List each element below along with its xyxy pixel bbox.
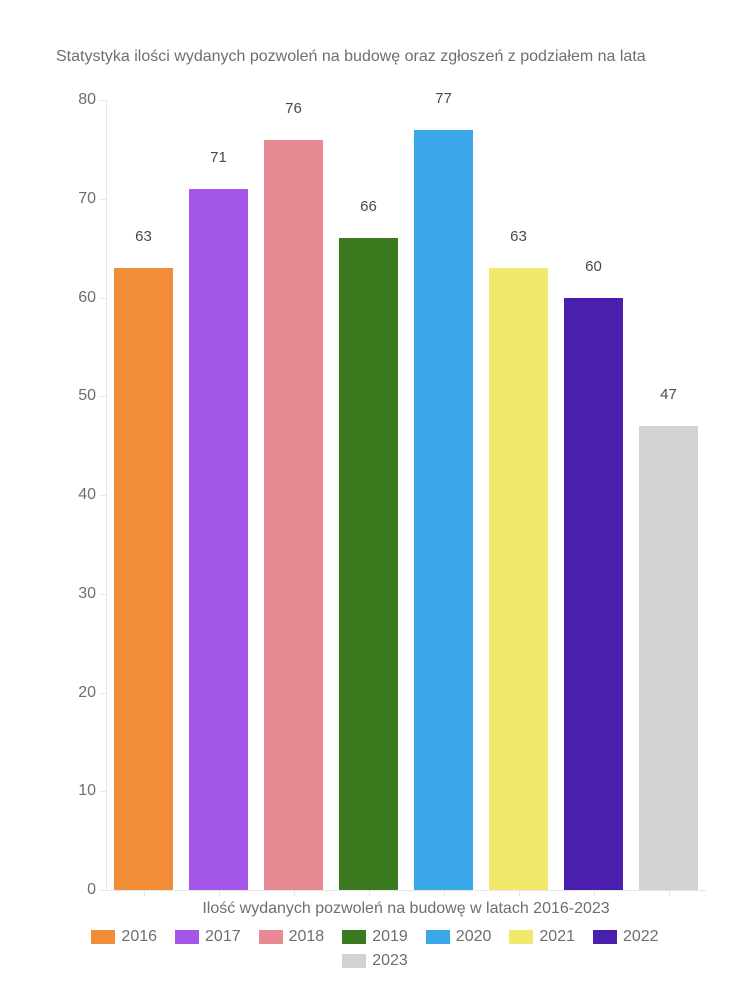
legend-swatch [91, 930, 115, 944]
legend-label: 2019 [372, 928, 408, 946]
legend-swatch [342, 954, 366, 968]
data-label: 47 [654, 384, 683, 405]
data-label: 63 [504, 226, 533, 247]
x-tick [444, 890, 445, 896]
x-tick [369, 890, 370, 896]
legend-swatch [342, 930, 366, 944]
chart-title: Statystyka ilości wydanych pozwoleń na b… [56, 48, 646, 66]
bar [489, 268, 548, 890]
y-tick [100, 199, 106, 200]
legend-item: 2021 [509, 928, 575, 946]
y-tick [100, 791, 106, 792]
bar [189, 189, 248, 890]
x-axis-title: Ilość wydanych pozwoleń na budowę w lata… [106, 900, 706, 918]
legend-label: 2023 [372, 952, 408, 970]
legend-item: 2017 [175, 928, 241, 946]
y-tick-label: 80 [78, 91, 96, 109]
y-tick [100, 396, 106, 397]
y-tick-label: 10 [78, 782, 96, 800]
data-label: 63 [129, 226, 158, 247]
x-tick [219, 890, 220, 896]
legend-swatch [426, 930, 450, 944]
legend-label: 2017 [205, 928, 241, 946]
bar [339, 238, 398, 890]
bar [639, 426, 698, 890]
y-axis-line [106, 100, 107, 890]
y-tick-label: 40 [78, 486, 96, 504]
y-tick [100, 594, 106, 595]
chart-container: Statystyka ilości wydanych pozwoleń na b… [0, 0, 750, 1000]
x-tick [669, 890, 670, 896]
y-tick [100, 100, 106, 101]
y-tick-label: 0 [87, 881, 96, 899]
legend-swatch [259, 930, 283, 944]
y-tick [100, 890, 106, 891]
legend-label: 2020 [456, 928, 492, 946]
y-tick-label: 60 [78, 289, 96, 307]
bar [414, 130, 473, 890]
y-tick-label: 50 [78, 387, 96, 405]
x-tick [294, 890, 295, 896]
plot-area: 6371766677636047 [106, 100, 706, 890]
legend-item: 2019 [342, 928, 408, 946]
y-tick-label: 70 [78, 190, 96, 208]
legend-label: 2016 [121, 928, 157, 946]
y-tick-label: 30 [78, 585, 96, 603]
legend-swatch [175, 930, 199, 944]
x-tick [594, 890, 595, 896]
legend-item: 2023 [342, 952, 408, 970]
data-label: 77 [429, 88, 458, 109]
x-axis-line [106, 890, 706, 891]
legend-item: 2018 [259, 928, 325, 946]
legend-swatch [593, 930, 617, 944]
legend-item: 2020 [426, 928, 492, 946]
legend-item: 2016 [91, 928, 157, 946]
bar [564, 298, 623, 891]
legend-label: 2022 [623, 928, 659, 946]
legend-item: 2022 [593, 928, 659, 946]
data-label: 60 [579, 256, 608, 277]
legend-swatch [509, 930, 533, 944]
x-tick [144, 890, 145, 896]
bar [264, 140, 323, 891]
y-tick-label: 20 [78, 684, 96, 702]
y-tick [100, 495, 106, 496]
legend-label: 2018 [289, 928, 325, 946]
data-label: 76 [279, 98, 308, 119]
y-tick [100, 298, 106, 299]
legend-label: 2021 [539, 928, 575, 946]
x-tick [519, 890, 520, 896]
bar [114, 268, 173, 890]
y-tick [100, 693, 106, 694]
data-label: 66 [354, 196, 383, 217]
data-label: 71 [204, 147, 233, 168]
legend: 2016 2017 2018 2019 2020 2021 2022 2023 [55, 928, 695, 970]
